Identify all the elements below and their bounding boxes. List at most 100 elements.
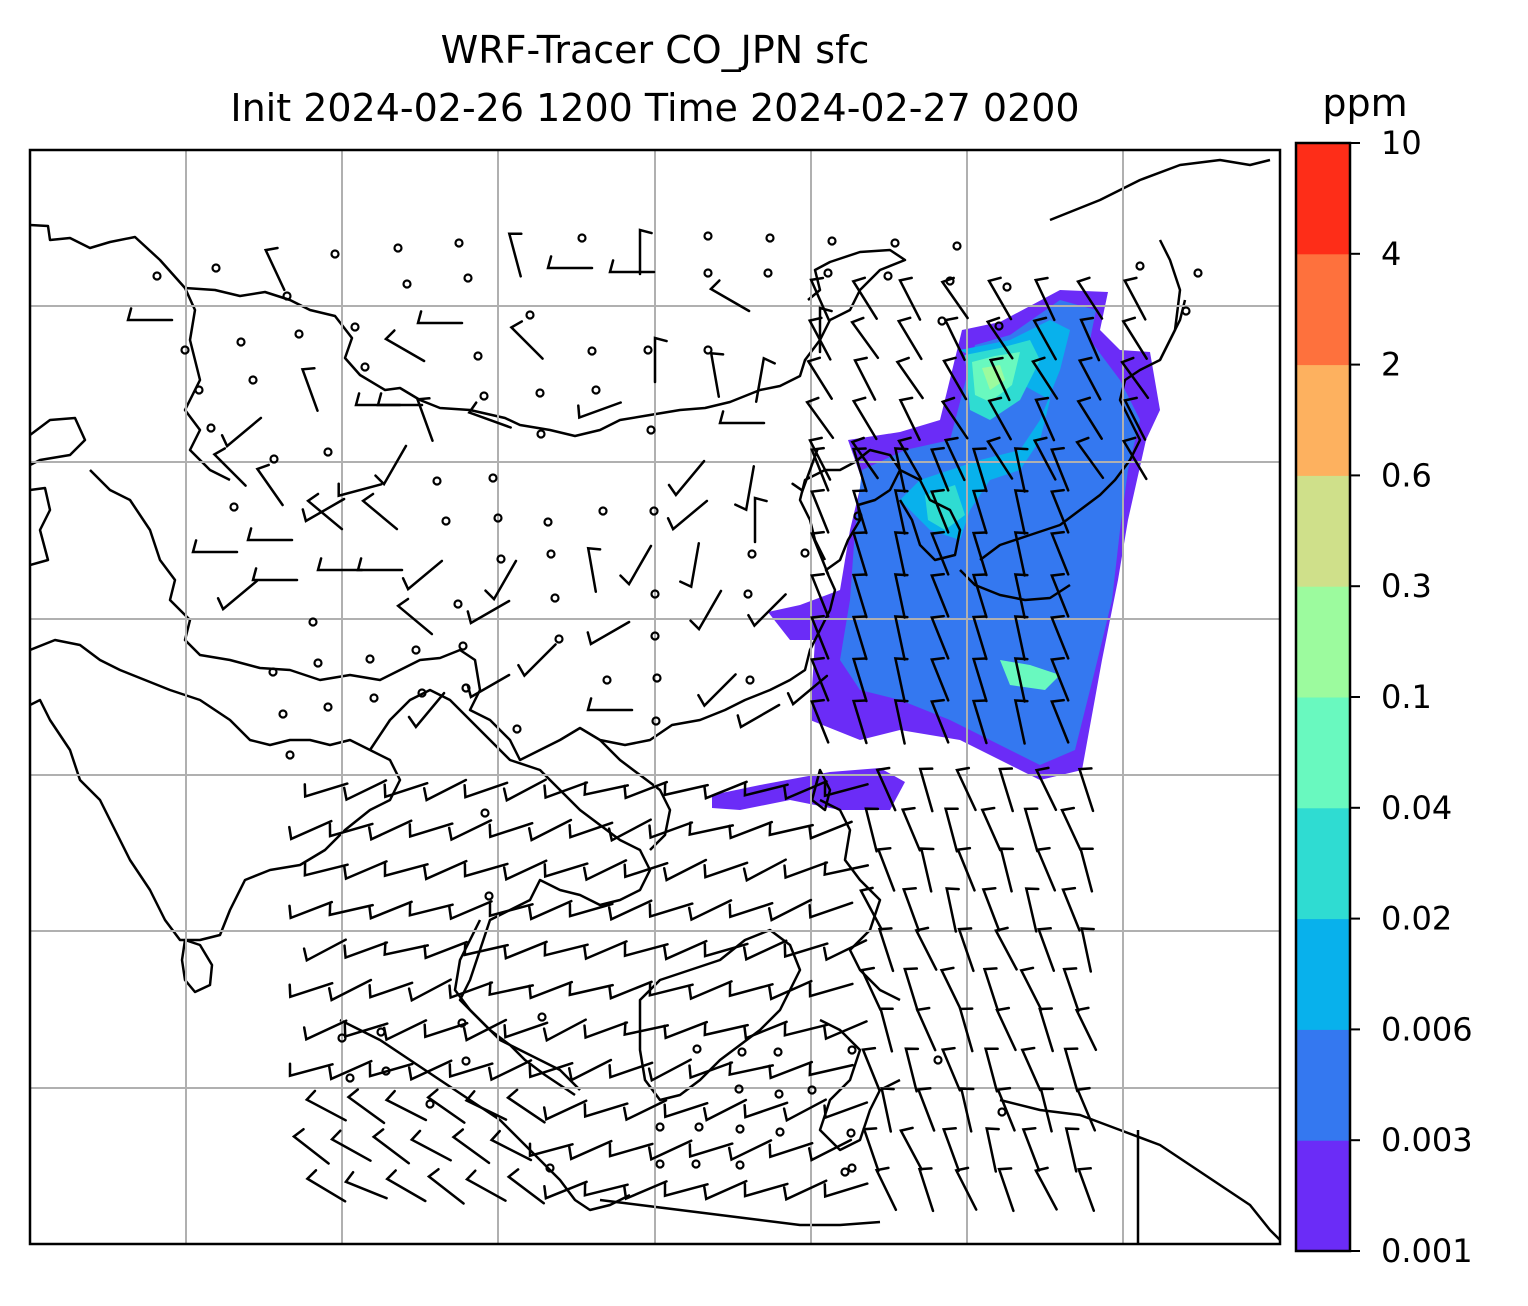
calm-wind-circle — [543, 517, 553, 527]
wind-barb — [943, 807, 959, 853]
wind-barb — [409, 1129, 452, 1162]
coast-sulawesi — [818, 1018, 901, 1152]
calm-wind-circle — [1181, 306, 1191, 316]
wind-barb — [851, 615, 868, 661]
wind-barb — [384, 1089, 428, 1122]
calm-wind-circle — [883, 271, 893, 281]
wind-barb — [1076, 396, 1103, 440]
wind-barb — [1013, 615, 1029, 661]
wind-barb — [697, 673, 737, 708]
wind-barb — [981, 886, 1001, 932]
wind-barb — [543, 1180, 588, 1200]
colorbar-swatch — [1296, 143, 1350, 255]
coast-india — [30, 638, 402, 942]
wind-barb — [864, 807, 880, 853]
wind-barb — [805, 396, 835, 440]
calm-wind-circle — [823, 268, 833, 278]
wind-barb — [939, 966, 963, 1012]
wind-barb — [367, 819, 413, 842]
wind-barb — [1075, 1086, 1097, 1132]
wind-barb — [998, 767, 1014, 813]
calm-wind-circle — [775, 1127, 785, 1137]
wind-barb — [648, 902, 694, 919]
calm-wind-circle — [479, 391, 489, 401]
wind-barb — [718, 410, 766, 425]
wind-barb — [466, 673, 511, 699]
wind-barb — [503, 1021, 549, 1039]
wind-barb — [586, 546, 602, 593]
wind-barb — [448, 900, 493, 921]
calm-wind-circle — [525, 310, 535, 320]
wind-barb — [126, 307, 174, 322]
wind-barb — [1013, 531, 1029, 577]
wind-barb — [851, 276, 878, 320]
wind-barb — [807, 316, 832, 361]
wind-barb — [898, 276, 922, 321]
wind-barb — [904, 1047, 920, 1093]
wind-barb — [374, 444, 408, 487]
calm-wind-circle — [602, 675, 612, 685]
wind-barb — [997, 1167, 1015, 1213]
wind-barb — [703, 942, 749, 958]
wind-barb — [1038, 1007, 1054, 1053]
wind-barb — [1120, 356, 1150, 400]
wind-barb — [860, 966, 882, 1012]
wind-barb — [607, 818, 652, 843]
calm-wind-circle — [652, 673, 662, 683]
wind-barb — [1076, 1167, 1096, 1212]
calm-wind-circle — [1193, 268, 1203, 278]
wind-barb — [709, 351, 725, 398]
wind-barb — [415, 397, 434, 442]
calm-wind-circle — [206, 423, 216, 433]
colorbar-swatch — [1296, 364, 1350, 476]
wind-barb — [810, 488, 830, 534]
wind-barb — [743, 782, 789, 797]
wind-barb — [408, 822, 454, 839]
calm-wind-circle — [323, 447, 333, 457]
wind-barb — [877, 927, 895, 973]
coast-sumatra — [339, 1018, 631, 1212]
wind-barb — [688, 1142, 734, 1159]
calm-wind-circle — [545, 1163, 555, 1173]
wind-barb — [543, 942, 589, 957]
wind-barb — [806, 356, 833, 400]
wind-barb — [898, 396, 921, 442]
calm-wind-circle — [473, 351, 483, 361]
wind-barb — [851, 657, 868, 703]
wind-barb — [1079, 316, 1101, 362]
wind-barb — [316, 557, 364, 572]
wind-barb — [999, 847, 1015, 893]
calm-wind-circle — [488, 473, 498, 483]
calm-wind-circle — [933, 1055, 943, 1065]
wind-barb — [1050, 572, 1070, 618]
wind-barb — [426, 1167, 465, 1205]
wind-barb — [464, 1090, 508, 1121]
calm-wind-circle — [703, 231, 713, 241]
wind-barb — [464, 1169, 507, 1202]
wind-barb — [663, 939, 708, 961]
wind-barb — [703, 1021, 749, 1037]
wind-barb — [463, 941, 509, 957]
calm-wind-circle — [546, 549, 556, 559]
wind-barb — [1077, 767, 1095, 813]
wind-barb — [216, 579, 259, 612]
calm-wind-circle — [800, 548, 810, 558]
calm-wind-circle — [734, 1084, 744, 1094]
wind-barb — [768, 821, 814, 837]
calm-wind-circle — [441, 516, 451, 526]
wind-field — [126, 228, 1203, 1213]
wind-barb — [663, 781, 709, 797]
wind-barb — [542, 1099, 588, 1122]
wind-barb — [251, 567, 299, 582]
wind-barb — [930, 446, 950, 492]
wind-barb — [489, 1129, 533, 1162]
wind-barb — [1121, 316, 1148, 360]
calm-wind-circle — [453, 599, 463, 609]
wind-barb — [608, 980, 653, 1000]
wind-barb — [542, 1018, 587, 1043]
wind-barb — [958, 1007, 974, 1053]
wind-barb — [463, 781, 509, 799]
wind-barb — [728, 1061, 775, 1077]
wind-barb — [954, 1166, 978, 1211]
wind-barb — [301, 497, 346, 523]
